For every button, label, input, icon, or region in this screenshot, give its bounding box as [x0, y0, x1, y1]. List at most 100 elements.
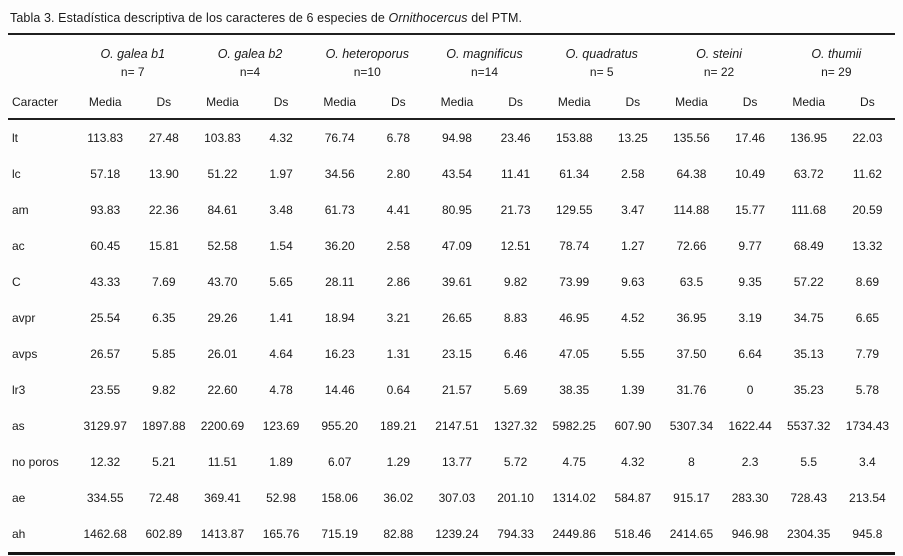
value-cell: 153.88	[555, 131, 593, 145]
ds-header: Ds	[253, 83, 309, 120]
value-cell: 584.87	[614, 491, 652, 505]
value-cell: 114.88	[673, 203, 710, 217]
value-cell: 946.98	[731, 527, 769, 541]
value-cell: 39.61	[441, 275, 472, 289]
value-cell: 334.55	[86, 491, 124, 505]
value-cell: 2304.35	[787, 527, 831, 541]
value-cell: 80.95	[441, 203, 472, 217]
value-cell: 518.46	[614, 527, 652, 541]
row-label: lr3	[12, 383, 26, 397]
value-cell: 27.48	[148, 131, 179, 145]
value-cell: 23.46	[500, 131, 531, 145]
species-n: n= 7	[120, 65, 145, 79]
value-cell: 13.32	[852, 239, 883, 253]
value-cell: 11.51	[207, 455, 238, 469]
species-header: O. galea b1 n= 7	[74, 35, 191, 83]
media-header: Media	[777, 83, 840, 120]
value-cell: 8.69	[855, 275, 880, 289]
value-cell: 6.07	[328, 455, 352, 469]
value-cell: 794.33	[497, 527, 534, 541]
value-cell: 36.20	[324, 239, 355, 253]
value-cell: 111.68	[791, 203, 827, 217]
value-cell: 57.22	[793, 275, 824, 289]
value-cell: 1413.87	[200, 527, 245, 541]
value-cell: 63.72	[793, 167, 824, 181]
value-cell: 57.18	[90, 167, 121, 181]
value-cell: 2147.51	[435, 419, 479, 433]
value-cell: 37.50	[676, 347, 707, 361]
species-n: n= 29	[821, 65, 852, 79]
value-cell: 5.65	[269, 275, 293, 289]
species-name: O. thumii	[811, 47, 862, 61]
title-prefix: Tabla 3. Estadística descriptiva de los …	[10, 11, 389, 25]
value-cell: 1.29	[386, 455, 410, 469]
title-italic: Ornithocercus	[388, 11, 468, 25]
species-header: O. steini n= 22	[660, 35, 777, 83]
value-cell: 6.35	[152, 311, 176, 325]
value-cell: 6.78	[386, 131, 410, 145]
value-cell: 123.69	[262, 419, 300, 433]
value-cell: 715.19	[321, 527, 359, 541]
value-cell: 64.38	[676, 167, 707, 181]
value-cell: 43.70	[207, 275, 238, 289]
species-header: O. quadratus n= 5	[543, 35, 660, 83]
ds-header: Ds	[722, 83, 778, 120]
species-name: O. magnificus	[446, 47, 523, 61]
value-cell: 36.95	[676, 311, 707, 325]
media-header: Media	[425, 83, 489, 120]
value-cell: 43.54	[441, 167, 472, 181]
value-cell: 72.66	[676, 239, 707, 253]
stats-table: O. galea b1 n= 7 O. galea b2 n=4 O. heteropo…	[8, 35, 895, 555]
value-cell: 103.83	[204, 131, 241, 145]
value-cell: 16.23	[324, 347, 355, 361]
value-cell: 5.55	[621, 347, 645, 361]
value-cell: 94.98	[441, 131, 472, 145]
value-cell: 1.39	[621, 383, 645, 397]
value-cell: 1.41	[269, 311, 293, 325]
row-label: avps	[12, 347, 38, 361]
value-cell: 84.61	[207, 203, 238, 217]
species-header: O. magnificus n=14	[426, 35, 543, 83]
value-cell: 22.36	[148, 203, 179, 217]
value-cell: 29.26	[207, 311, 238, 325]
value-cell: 2414.65	[669, 527, 714, 541]
value-cell: 18.94	[324, 311, 355, 325]
value-cell: 72.48	[148, 491, 179, 505]
value-cell: 135.56	[673, 131, 710, 145]
value-cell: 283.30	[731, 491, 769, 505]
value-cell: 23.15	[441, 347, 472, 361]
value-cell: 11.62	[852, 167, 882, 181]
value-cell: 1897.88	[142, 419, 186, 433]
media-header: Media	[660, 83, 723, 120]
table-row: as 3129.97 1897.88 2200.69 123.69 955.20 189.2…	[8, 408, 895, 444]
value-cell: 13.77	[441, 455, 472, 469]
species-name: O. galea b2	[217, 47, 283, 61]
media-header: Media	[74, 83, 137, 120]
value-cell: 9.77	[738, 239, 762, 253]
value-cell: 36.02	[383, 491, 414, 505]
value-cell: 1462.68	[83, 527, 127, 541]
value-cell: 9.82	[152, 383, 176, 397]
value-cell: 14.46	[324, 383, 355, 397]
value-cell: 5.85	[152, 347, 176, 361]
value-cell: 21.57	[441, 383, 472, 397]
table-title: Tabla 3. Estadística descriptiva de los …	[8, 6, 895, 35]
value-cell: 3.47	[621, 203, 645, 217]
table-row: lt 113.83 27.48 103.83 4.32 76.74 6.78 94.98 23.…	[8, 119, 895, 156]
table-row: ac 60.45 15.81 52.58 1.54 36.20 2.58 47.09 12.51…	[8, 228, 895, 264]
value-cell: 3.4	[859, 455, 876, 469]
value-cell: 4.64	[269, 347, 293, 361]
value-cell: 728.43	[790, 491, 828, 505]
value-cell: 31.76	[676, 383, 707, 397]
value-cell: 1.54	[269, 239, 293, 253]
species-n: n=10	[353, 65, 381, 79]
subheader-row: Caracter Media Ds Media Ds Media Ds Media Ds Medi…	[8, 83, 895, 120]
value-cell: 1734.43	[845, 419, 890, 433]
value-cell: 945.8	[852, 527, 883, 541]
value-cell: 7.69	[152, 275, 176, 289]
value-cell: 82.88	[383, 527, 414, 541]
value-cell: 17.46	[735, 131, 766, 145]
value-cell: 12.32	[90, 455, 121, 469]
value-cell: 113.83	[87, 131, 124, 145]
ds-header: Ds	[839, 83, 895, 120]
